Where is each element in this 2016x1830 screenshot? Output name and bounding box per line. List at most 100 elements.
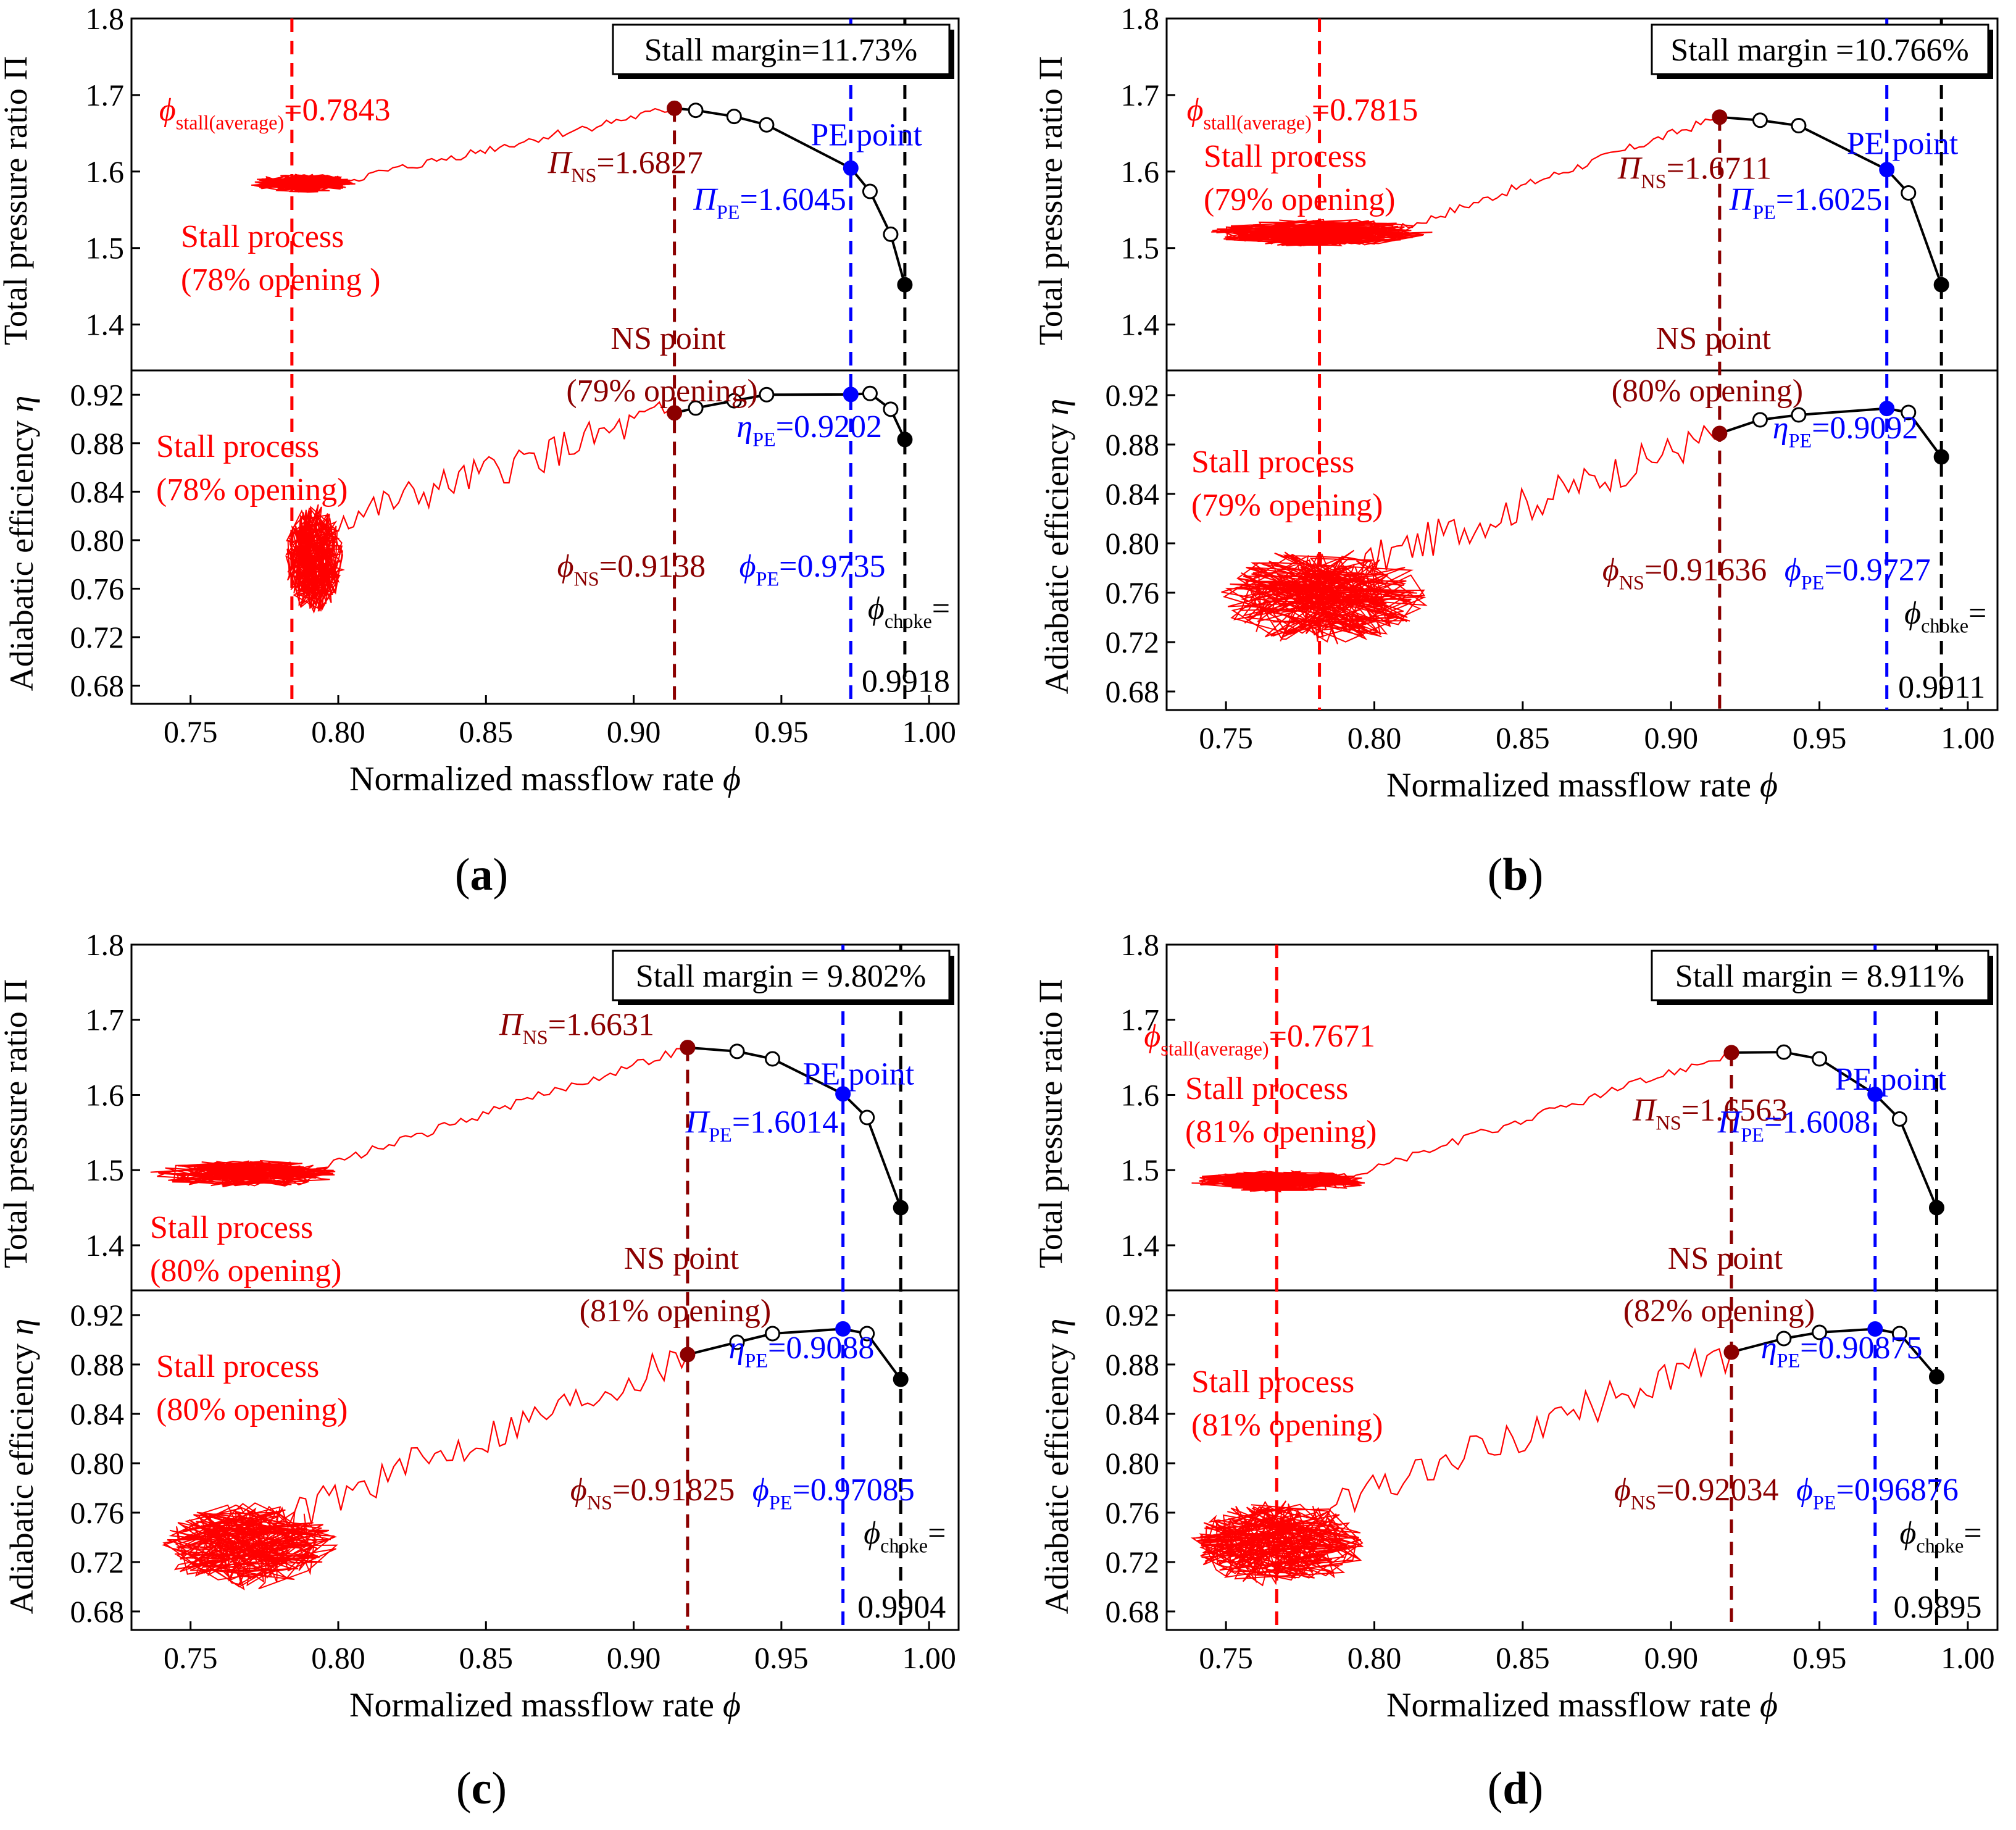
pressure-point (883, 226, 899, 242)
phi-choke-label: ϕchoke= (1904, 596, 1986, 637)
ns-point-label: NS point (624, 1241, 739, 1276)
x-tick-label: 0.80 (1347, 721, 1402, 755)
pe-point-label: PE point (1835, 1062, 1947, 1097)
y-tick-label-top: 1.4 (1121, 307, 1160, 342)
y-tick-label-bottom: 0.76 (1106, 575, 1160, 610)
y-tick-label-top: 1.8 (86, 1, 125, 36)
choke-value-label: 0.9911 (1898, 670, 1985, 705)
pressure-curve (687, 1046, 902, 1208)
phi-choke-label: ϕchoke= (868, 591, 950, 633)
y-tick-label-bottom: 0.72 (1106, 1545, 1160, 1579)
x-tick-label: 1.00 (1941, 1640, 1995, 1675)
stall-trace-efficiency (161, 1502, 338, 1590)
plot-frame (1165, 943, 1999, 1631)
stall-process-bottom-label: Stall process (156, 429, 319, 464)
stall-process-top-label: Stall process (1185, 1071, 1348, 1106)
stall-process-top-label: Stall process (150, 1210, 313, 1245)
ns-point-label: NS point (610, 321, 726, 356)
x-axis-label: Normalized massflow rate ϕ (1386, 1686, 1778, 1724)
y-tick-label-bottom: 0.84 (1106, 477, 1160, 511)
x-tick-label: 1.00 (1941, 721, 1995, 755)
phi-pe-label: ϕPE=0.9735 (739, 549, 886, 590)
pe-point-label: PE point (803, 1057, 915, 1092)
efficiency-curve (687, 1327, 902, 1381)
eta-pe-label: ηPE=0.90875 (1761, 1331, 1923, 1372)
phi-stall-average-label: ϕstall(average)=0.7843 (159, 93, 391, 134)
ns-point-label: NS point (1668, 1241, 1783, 1276)
y-tick-label-bottom: 0.76 (1106, 1495, 1160, 1530)
efficiency-choke-point (1933, 449, 1949, 465)
efficiency-point (883, 401, 899, 417)
x-tick-label: 0.95 (1793, 721, 1847, 755)
y-tick-label-top: 1.8 (86, 927, 125, 962)
y-tick-label-bottom: 0.84 (70, 1397, 125, 1431)
x-tick-label: 0.90 (607, 1640, 661, 1675)
pressure-choke-point (897, 277, 913, 293)
pressure-pe-point (1867, 1087, 1883, 1103)
efficiency-point (726, 393, 742, 409)
ns-opening-label: (79% opening) (566, 374, 757, 409)
x-tick-label: 1.00 (902, 1640, 956, 1675)
x-tick-label: 0.85 (459, 1640, 514, 1675)
stall-process-bottom-label: Stall process (1191, 1364, 1354, 1400)
efficiency-choke-point (897, 432, 913, 448)
stall-process-top-label: Stall process (181, 219, 344, 254)
pressure-point (1776, 1044, 1792, 1060)
x-tick-label: 0.75 (164, 1640, 218, 1675)
eta-pe-label: ηPE=0.9088 (729, 1331, 875, 1372)
chart-panel-d: 1.4 1.5 1.6 1.7 1.8 0.68 0.72 0.76 0.80 0.84 0.88 0… (1032, 927, 1999, 1724)
y-tick-label-bottom: 0.68 (1106, 1594, 1160, 1629)
efficiency-point (1891, 1326, 1907, 1342)
efficiency-point (729, 1334, 745, 1350)
pressure-ns-point (1712, 109, 1728, 125)
stall-process-bottom-opening: (79% opening) (1191, 488, 1383, 523)
plot-frame (130, 943, 960, 1631)
pressure-choke-point (1933, 277, 1949, 293)
stall-trace-pressure (1211, 219, 1433, 247)
x-tick-label: 1.00 (902, 714, 956, 749)
pe-point-label: PE point (1847, 127, 1959, 162)
chart-panel-c: 1.4 1.5 1.6 1.7 1.8 0.68 0.72 0.76 0.80 0.84 0.88 0… (0, 927, 960, 1724)
stall-process-bottom-label: Stall process (156, 1349, 319, 1384)
y-tick-label-top: 1.6 (86, 154, 125, 189)
y-tick-label-bottom: 0.72 (70, 620, 125, 654)
efficiency-point (688, 400, 704, 416)
caption-d: (d) (1487, 1763, 1544, 1814)
efficiency-point (1776, 1331, 1792, 1347)
x-tick-label: 0.75 (1199, 721, 1253, 755)
pressure-ns-point (1723, 1045, 1739, 1061)
efficiency-pe-point (1879, 401, 1895, 417)
y-tick-label-bottom: 0.72 (1106, 625, 1160, 659)
efficiency-point (862, 385, 878, 401)
pressure-point (729, 1043, 745, 1059)
plot-frame (1165, 17, 1999, 711)
efficiency-choke-point (1928, 1369, 1944, 1385)
efficiency-point (759, 386, 775, 403)
pressure-ns-point (680, 1040, 696, 1056)
x-tick-label: 0.80 (311, 714, 365, 749)
stall-process-top-opening: (79% opening) (1204, 182, 1395, 217)
efficiency-pe-point (843, 386, 859, 403)
stall-trace-pressure (1191, 1169, 1365, 1193)
phi-pe-label: ϕPE=0.97085 (752, 1473, 915, 1514)
pressure-point (688, 102, 704, 119)
stall-margin-label: Stall margin=11.73% (644, 33, 917, 68)
stall-trace-pressure (251, 173, 356, 193)
pe-point-label: PE point (810, 117, 922, 152)
y-axis-label-bottom: Adiabatic efficiency η (1038, 1319, 1075, 1615)
stall-margin-box (1651, 950, 1989, 1001)
stall-trace-efficiency (1190, 1500, 1364, 1587)
y-tick-label-bottom: 0.88 (1106, 1347, 1160, 1382)
y-axis-label-top: Total pressure ratio Π (0, 979, 34, 1269)
y-tick-label-top: 1.7 (1121, 78, 1160, 112)
pressure-point (765, 1051, 780, 1067)
y-axis-label-top: Total pressure ratio Π (1032, 56, 1069, 346)
y-tick-label-top: 1.4 (86, 307, 125, 342)
x-tick-label: 0.85 (459, 714, 514, 749)
y-axis-label-bottom: Adiabatic efficiency η (3, 1319, 40, 1615)
pressure-point (1901, 185, 1917, 201)
stall-margin-box (1651, 23, 1989, 75)
choke-value-label: 0.9918 (862, 664, 950, 699)
ns-opening-label: (82% opening) (1623, 1293, 1815, 1329)
y-tick-label-top: 1.8 (1121, 1, 1160, 36)
